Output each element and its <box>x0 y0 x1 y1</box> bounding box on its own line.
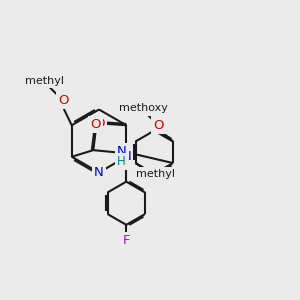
Text: H: H <box>117 155 126 168</box>
Text: N: N <box>117 145 126 158</box>
Text: F: F <box>122 234 130 247</box>
Text: O: O <box>94 117 105 130</box>
Text: N: N <box>94 166 104 179</box>
Text: methyl: methyl <box>25 76 64 86</box>
Text: O: O <box>91 118 101 131</box>
Text: O: O <box>58 94 69 107</box>
Text: O: O <box>153 119 164 132</box>
Text: methyl: methyl <box>136 169 175 179</box>
Text: N: N <box>122 150 131 163</box>
Text: methoxy: methoxy <box>119 103 168 113</box>
